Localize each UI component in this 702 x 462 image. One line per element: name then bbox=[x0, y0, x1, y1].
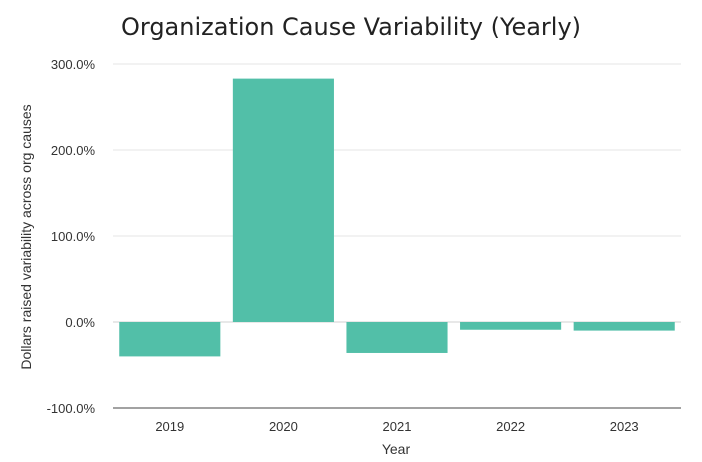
x-tick-label: 2023 bbox=[610, 419, 639, 434]
bar-2022 bbox=[460, 322, 562, 330]
x-tick-label: 2022 bbox=[496, 419, 525, 434]
y-tick-label: 0.0% bbox=[65, 315, 95, 330]
bar-2023 bbox=[573, 322, 675, 331]
x-tick-label: 2020 bbox=[269, 419, 298, 434]
y-tick-label: 300.0% bbox=[51, 57, 96, 72]
bar-2020 bbox=[232, 78, 334, 323]
bar-2019 bbox=[119, 322, 221, 357]
bar-2021 bbox=[346, 322, 448, 353]
y-tick-label: -100.0% bbox=[47, 401, 96, 416]
x-tick-label: 2019 bbox=[155, 419, 184, 434]
y-tick-label: 200.0% bbox=[51, 143, 96, 158]
x-tick-label: 2021 bbox=[383, 419, 412, 434]
y-axis-label: Dollars raised variability across org ca… bbox=[18, 104, 34, 369]
y-tick-label: 100.0% bbox=[51, 229, 96, 244]
chart-title: Organization Cause Variability (Yearly) bbox=[120, 13, 582, 41]
x-axis-label: Year bbox=[382, 441, 411, 457]
